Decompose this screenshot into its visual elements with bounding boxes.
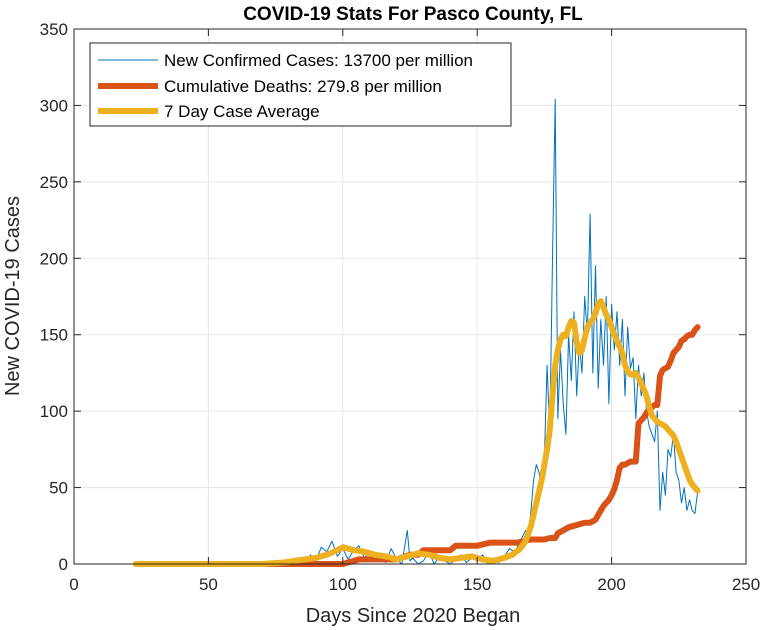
x-tick-label: 100	[329, 575, 357, 594]
x-axis-label: Days Since 2020 Began	[306, 605, 521, 627]
x-tick-label: 50	[199, 575, 218, 594]
legend-label-cumulative-deaths: Cumulative Deaths: 279.8 per million	[164, 77, 442, 96]
y-tick-label: 50	[49, 479, 68, 498]
y-tick-label: 250	[40, 173, 68, 192]
plot-frame	[73, 28, 747, 565]
y-tick-label: 200	[40, 249, 68, 268]
series-line-cumulative-deaths	[132, 324, 701, 567]
x-tick-label: 250	[732, 575, 760, 594]
legend-box	[89, 42, 512, 127]
legend: New Confirmed Cases: 13700 per million C…	[89, 42, 512, 127]
series-line-7-day-case-average	[132, 298, 701, 567]
y-tick-label: 0	[59, 555, 68, 574]
y-tick-label: 350	[40, 20, 68, 39]
y-tick-label: 150	[40, 326, 68, 345]
ticks: 0 50 100 150 200 250 0 50 100 150 200 250 300 350	[40, 20, 761, 594]
y-axis-label: New COVID-19 Cases	[2, 196, 24, 396]
x-tick-label: 150	[463, 575, 491, 594]
y-tick-label: 300	[40, 96, 68, 115]
x-tick-label: 0	[69, 575, 78, 594]
legend-label-7-day-average: 7 Day Case Average	[164, 102, 320, 121]
series-layer	[132, 98, 701, 567]
legend-label-new-cases: New Confirmed Cases: 13700 per million	[164, 51, 473, 70]
x-tick-label: 200	[597, 575, 625, 594]
y-tick-label: 100	[40, 402, 68, 421]
chart-title: COVID-19 Stats For Pasco County, FL	[243, 4, 583, 25]
